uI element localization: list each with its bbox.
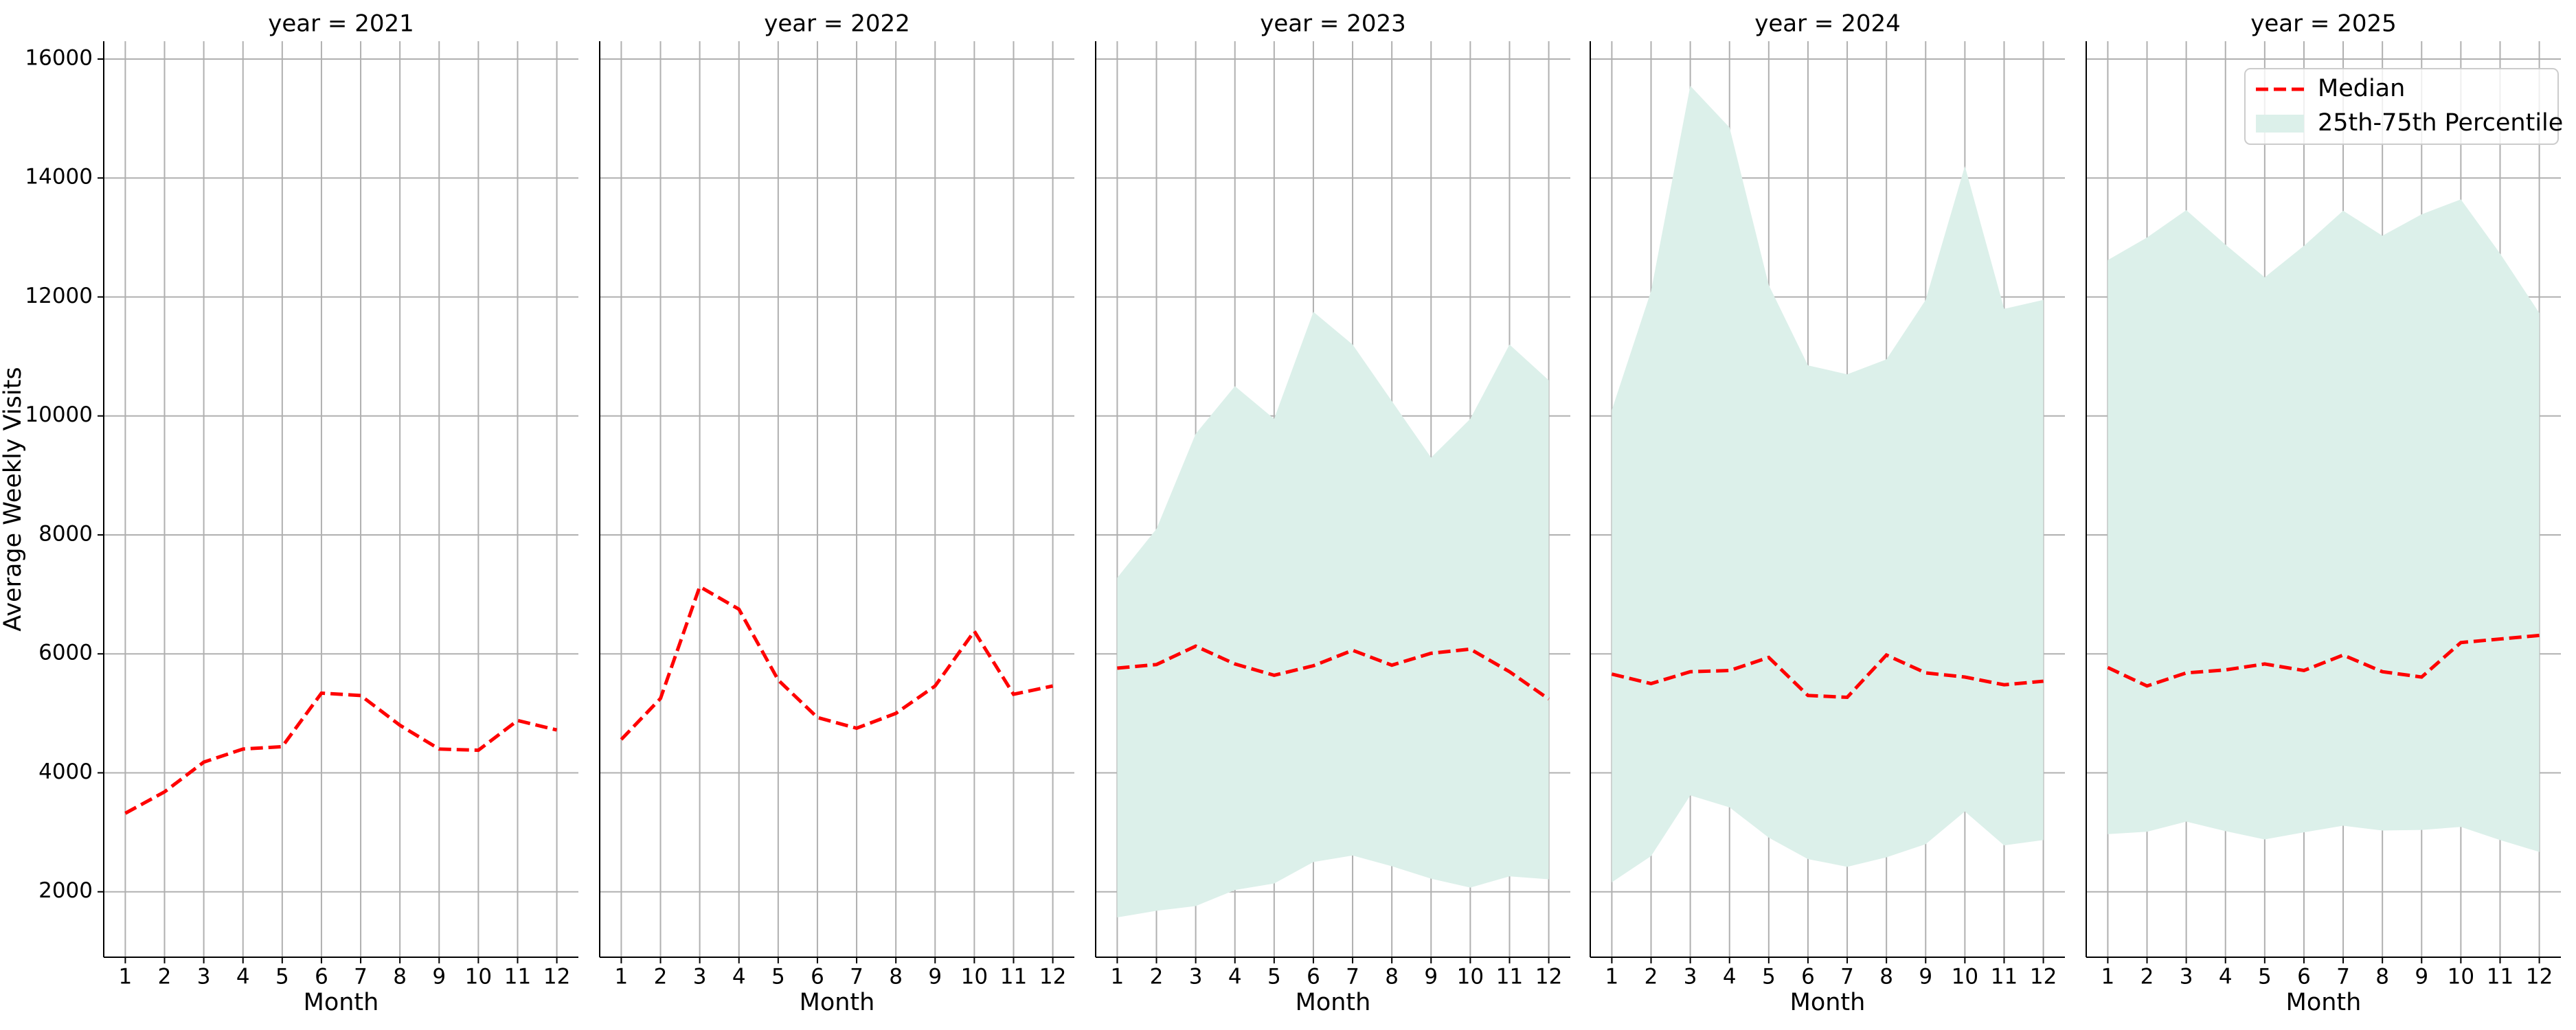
y-tick-label: 6000 <box>38 641 93 665</box>
x-tick-label: 1 <box>615 965 629 989</box>
x-tick-label: 11 <box>1496 965 1523 989</box>
x-tick-label: 4 <box>2219 965 2233 989</box>
x-tick-label: 10 <box>1952 965 1978 989</box>
x-axis-label: Month <box>800 989 875 1016</box>
x-tick-label: 10 <box>961 965 988 989</box>
x-tick-label: 4 <box>236 965 250 989</box>
legend-box <box>2244 68 2559 145</box>
x-tick-label: 6 <box>2297 965 2311 989</box>
x-axis-label: Month <box>1790 989 1866 1016</box>
y-tick-label: 12000 <box>25 284 93 308</box>
x-tick-label: 3 <box>1189 965 1203 989</box>
legend-swatch <box>2256 115 2304 133</box>
x-tick-label: 4 <box>1228 965 1242 989</box>
x-tick-label: 12 <box>2526 965 2553 989</box>
panel-title: year = 2023 <box>1260 10 1405 38</box>
x-tick-label: 1 <box>1605 965 1619 989</box>
x-tick-label: 7 <box>2336 965 2350 989</box>
median-line <box>1117 644 1550 701</box>
x-tick-label: 12 <box>1535 965 1562 989</box>
panel-title: year = 2025 <box>2250 10 2396 38</box>
x-tick-label: 1 <box>1111 965 1125 989</box>
x-tick-label: 2 <box>654 965 668 989</box>
x-tick-label: 11 <box>1991 965 2018 989</box>
x-tick-label: 4 <box>732 965 746 989</box>
x-tick-label: 9 <box>928 965 942 989</box>
x-tick-label: 8 <box>1385 965 1399 989</box>
x-tick-label: 5 <box>1267 965 1281 989</box>
legend-label: Median <box>2318 75 2405 102</box>
x-tick-label: 7 <box>1346 965 1359 989</box>
x-tick-label: 6 <box>1307 965 1320 989</box>
x-tick-label: 8 <box>393 965 407 989</box>
x-tick-label: 3 <box>693 965 707 989</box>
x-axis-label: Month <box>304 989 379 1016</box>
y-tick-label: 8000 <box>38 521 93 546</box>
median-line <box>124 691 558 815</box>
x-tick-label: 5 <box>2258 965 2272 989</box>
x-tick-label: 12 <box>543 965 570 989</box>
percentile-band <box>2108 199 2540 852</box>
x-tick-label: 2 <box>158 965 172 989</box>
median-line <box>1611 652 2044 700</box>
y-tick-label: 4000 <box>38 759 93 784</box>
x-tick-label: 10 <box>1457 965 1484 989</box>
median-line <box>2107 633 2540 688</box>
x-tick-label: 5 <box>275 965 289 989</box>
x-tick-label: 11 <box>2487 965 2513 989</box>
x-tick-label: 3 <box>1684 965 1697 989</box>
y-axis-label: Average Weekly Visits <box>0 367 27 631</box>
x-tick-label: 5 <box>1762 965 1776 989</box>
x-tick-label: 10 <box>2448 965 2474 989</box>
x-tick-label: 11 <box>1000 965 1027 989</box>
x-tick-label: 3 <box>197 965 211 989</box>
percentile-band <box>1612 85 2044 882</box>
percentile-band <box>1117 312 1549 917</box>
panel-title: year = 2024 <box>1754 10 1900 38</box>
x-tick-label: 2 <box>1150 965 1164 989</box>
x-tick-label: 12 <box>2030 965 2057 989</box>
x-tick-label: 6 <box>1801 965 1815 989</box>
x-tick-label: 8 <box>889 965 903 989</box>
x-tick-label: 4 <box>1723 965 1737 989</box>
x-tick-label: 7 <box>850 965 863 989</box>
x-tick-label: 5 <box>771 965 785 989</box>
x-tick-label: 9 <box>432 965 446 989</box>
y-tick-label: 16000 <box>25 45 93 70</box>
x-tick-label: 6 <box>811 965 824 989</box>
x-tick-label: 11 <box>504 965 531 989</box>
panel-title: year = 2022 <box>764 10 909 38</box>
y-tick-label: 14000 <box>25 165 93 190</box>
x-tick-label: 9 <box>1919 965 1932 989</box>
y-tick-label: 10000 <box>25 402 93 427</box>
x-tick-label: 12 <box>1039 965 1066 989</box>
x-tick-label: 9 <box>2415 965 2428 989</box>
x-tick-label: 8 <box>2375 965 2389 989</box>
x-tick-label: 7 <box>1840 965 1854 989</box>
x-tick-label: 7 <box>354 965 368 989</box>
x-tick-label: 2 <box>2140 965 2154 989</box>
x-tick-label: 2 <box>1645 965 1658 989</box>
x-axis-label: Month <box>2286 989 2362 1016</box>
legend-label: 25th-75th Percentile <box>2318 109 2563 137</box>
x-axis-label: Month <box>1296 989 1371 1016</box>
x-tick-label: 6 <box>315 965 328 989</box>
panel-title: year = 2021 <box>268 10 414 38</box>
x-tick-label: 10 <box>465 965 492 989</box>
median-line <box>620 584 1054 741</box>
x-tick-label: 3 <box>2180 965 2193 989</box>
x-tick-label: 8 <box>1879 965 1893 989</box>
x-tick-label: 1 <box>119 965 133 989</box>
x-tick-label: 1 <box>2101 965 2115 989</box>
x-tick-label: 9 <box>1424 965 1438 989</box>
y-tick-label: 2000 <box>38 878 93 903</box>
